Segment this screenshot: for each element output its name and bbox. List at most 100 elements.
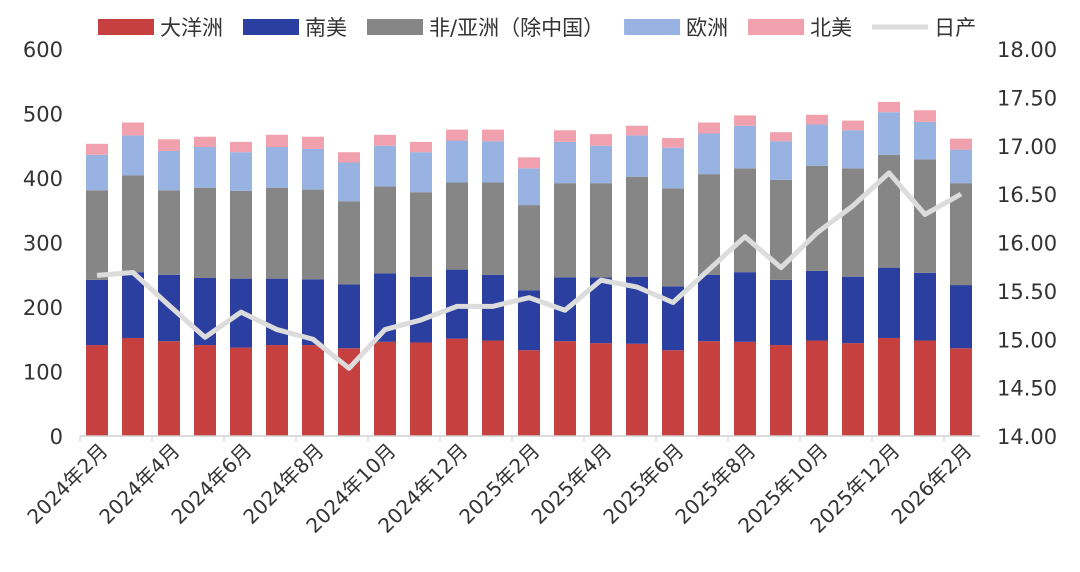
y-axis-right: 14.0014.5015.0015.5016.0016.5017.0017.50… <box>997 38 1057 449</box>
bar-segment-0 <box>554 341 576 436</box>
legend-label: 欧洲 <box>686 16 728 40</box>
bar-segment-2 <box>230 191 252 279</box>
bar-segment-2 <box>194 188 216 278</box>
bar-segment-3 <box>662 148 684 189</box>
legend-swatch-2 <box>367 19 423 35</box>
bar-segment-0 <box>734 342 756 436</box>
bar-segment-0 <box>770 345 792 436</box>
bar-segment-3 <box>842 130 864 168</box>
bar-segment-3 <box>266 147 288 188</box>
bar-segment-4 <box>158 139 180 151</box>
bar-segment-2 <box>338 201 360 284</box>
bar-segment-2 <box>446 183 468 270</box>
bar-segment-1 <box>806 271 828 341</box>
bar-segment-0 <box>86 345 108 436</box>
bar-segment-1 <box>338 284 360 348</box>
bar-segment-1 <box>266 279 288 345</box>
bar-segment-4 <box>842 121 864 131</box>
y-right-tick-label: 15.00 <box>997 328 1057 352</box>
bar-segment-2 <box>122 175 144 272</box>
bar-segment-1 <box>770 280 792 345</box>
y-left-tick-label: 500 <box>23 103 63 127</box>
bar-segment-0 <box>914 341 936 436</box>
bar-segment-2 <box>590 183 612 277</box>
bar-segment-3 <box>446 141 468 183</box>
bar-segment-3 <box>518 168 540 205</box>
bar-segment-2 <box>806 166 828 271</box>
bar-segment-3 <box>698 133 720 174</box>
legend-label: 日产 <box>934 16 976 40</box>
bar-segment-4 <box>230 142 252 152</box>
bar-segment-0 <box>230 348 252 436</box>
bar-segment-1 <box>86 280 108 345</box>
bar-segment-2 <box>734 168 756 272</box>
y-right-tick-label: 15.50 <box>997 280 1057 304</box>
legend-label: 北美 <box>810 16 852 40</box>
bar-segment-3 <box>194 147 216 188</box>
y-right-tick-label: 14.00 <box>997 425 1057 449</box>
y-right-tick-label: 18.00 <box>997 38 1057 62</box>
bar-segment-3 <box>158 151 180 190</box>
bar-segment-1 <box>842 277 864 343</box>
bar-segment-0 <box>410 342 432 436</box>
bar-segment-3 <box>374 146 396 187</box>
legend-label: 大洋洲 <box>160 16 223 40</box>
bar-segment-4 <box>374 135 396 146</box>
bar-segment-3 <box>554 142 576 183</box>
bar-segment-3 <box>770 141 792 180</box>
legend: 大洋洲 南美 非/亚洲（除中国） 欧洲 北美 日产 <box>98 16 976 40</box>
bar-segment-4 <box>410 142 432 152</box>
bar-segment-3 <box>914 122 936 159</box>
bar-segment-0 <box>518 350 540 436</box>
y-right-tick-label: 17.50 <box>997 86 1057 110</box>
bar-segment-4 <box>950 139 972 150</box>
bar-segment-0 <box>698 341 720 436</box>
bar-segment-1 <box>950 285 972 348</box>
x-axis: 2024年2月2024年4月2024年6月2024年8月2024年10月2024… <box>22 436 980 538</box>
y-right-tick-label: 16.00 <box>997 232 1057 256</box>
bar-segment-2 <box>86 190 108 280</box>
bar-segment-1 <box>914 273 936 341</box>
bar-segment-2 <box>158 190 180 274</box>
bar-segment-0 <box>122 338 144 436</box>
bar-segment-1 <box>410 277 432 343</box>
legend-swatch-0 <box>98 19 154 35</box>
bar-segment-0 <box>590 343 612 436</box>
y-right-tick-label: 17.00 <box>997 135 1057 159</box>
bar-segment-4 <box>698 123 720 134</box>
bar-segment-1 <box>698 275 720 341</box>
bar-segment-0 <box>878 338 900 436</box>
bar-segment-4 <box>122 123 144 136</box>
bar-segment-2 <box>482 183 504 275</box>
bar-segment-4 <box>446 130 468 141</box>
bar-segment-4 <box>662 138 684 148</box>
bar-segment-0 <box>158 341 180 436</box>
bar-segment-3 <box>482 141 504 182</box>
y-left-tick-label: 300 <box>23 232 63 256</box>
bar-segment-2 <box>626 177 648 277</box>
bar-segment-4 <box>86 144 108 155</box>
legend-label: 非/亚洲（除中国） <box>429 16 604 40</box>
bar-segment-0 <box>662 350 684 436</box>
bar-segment-4 <box>554 130 576 142</box>
bar-segment-4 <box>770 132 792 141</box>
bar-segment-3 <box>878 112 900 155</box>
bar-segment-0 <box>446 339 468 436</box>
bar-segment-2 <box>842 168 864 276</box>
legend-label: 南美 <box>305 16 347 40</box>
bar-segment-3 <box>626 135 648 176</box>
bar-segment-4 <box>302 137 324 149</box>
y-left-tick-label: 600 <box>23 38 63 62</box>
bar-segment-4 <box>878 102 900 112</box>
bar-segment-3 <box>806 124 828 165</box>
bar-segment-4 <box>482 130 504 142</box>
y-right-tick-label: 14.50 <box>997 377 1057 401</box>
bar-segment-1 <box>734 272 756 342</box>
bar-segment-2 <box>266 188 288 279</box>
bar-segment-3 <box>122 135 144 175</box>
bar-segment-2 <box>374 186 396 273</box>
bar-segment-4 <box>590 134 612 146</box>
bar-segment-4 <box>734 115 756 125</box>
bar-segment-0 <box>194 345 216 436</box>
